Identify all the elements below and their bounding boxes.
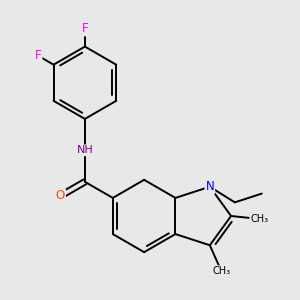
Text: O: O [56, 189, 65, 203]
Text: CH₃: CH₃ [212, 266, 230, 276]
Text: CH₃: CH₃ [250, 214, 268, 224]
Text: NH: NH [76, 146, 93, 155]
Text: F: F [82, 22, 88, 35]
Text: N: N [206, 180, 214, 193]
Text: F: F [35, 49, 42, 62]
